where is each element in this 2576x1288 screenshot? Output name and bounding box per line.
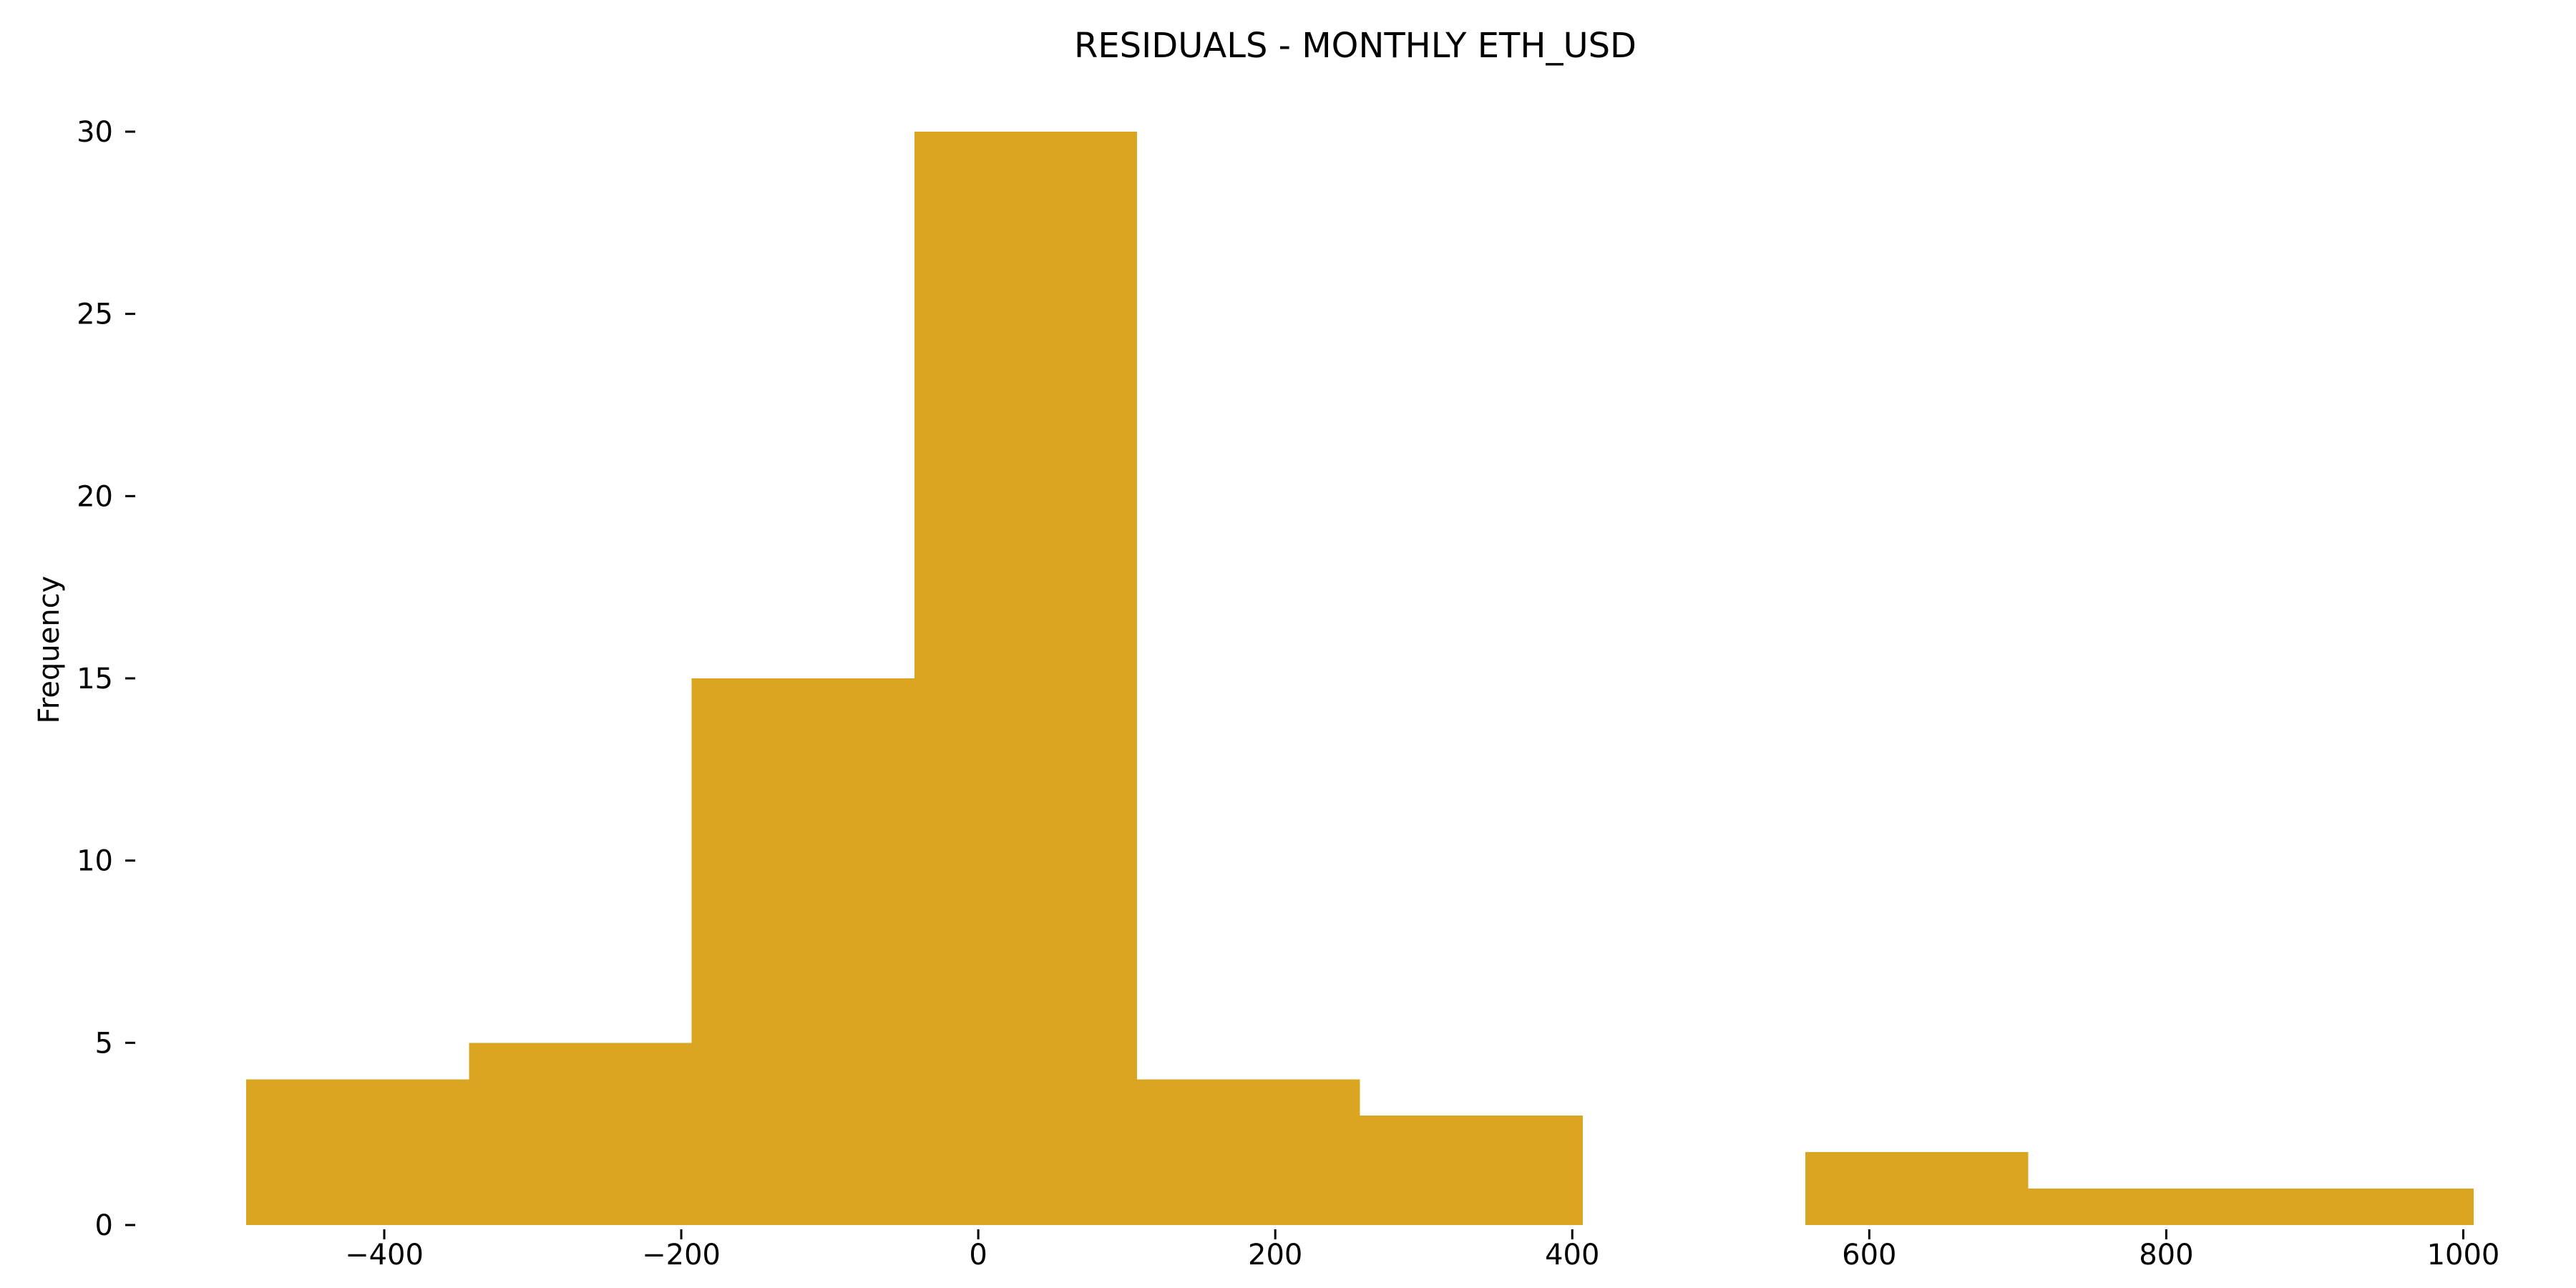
histogram-bar (1137, 1079, 1360, 1225)
y-tick-label: 0 (95, 1209, 113, 1242)
histogram-bar (469, 1043, 692, 1225)
histogram-bar (914, 132, 1138, 1225)
y-tick-label: 15 (77, 663, 113, 696)
y-tick-label: 5 (95, 1027, 113, 1060)
y-tick-label: 20 (77, 480, 113, 513)
y-tick-label: 30 (77, 116, 113, 149)
x-tick-label: 1000 (2427, 1239, 2500, 1272)
histogram-bar (691, 678, 914, 1225)
x-tick-label: 400 (1545, 1239, 1599, 1272)
y-tick-label: 10 (77, 845, 113, 878)
x-tick-label: 800 (2139, 1239, 2193, 1272)
histogram-bar (246, 1079, 469, 1225)
y-axis: 0 5 10 15 20 25 30 (77, 116, 135, 1242)
x-tick-label: 600 (1842, 1239, 1896, 1272)
histogram-bar (2028, 1189, 2474, 1225)
histogram-bar (1360, 1116, 1583, 1225)
x-axis: −400 −200 0 200 400 600 800 1000 (345, 1229, 2499, 1272)
y-tick-label: 25 (77, 298, 113, 331)
y-axis-label: Frequency (33, 576, 66, 724)
histogram-bar (1805, 1152, 2029, 1225)
x-tick-label: −400 (345, 1239, 424, 1272)
x-tick-label: 0 (969, 1239, 987, 1272)
bars-group (246, 132, 2474, 1225)
x-tick-label: −200 (642, 1239, 721, 1272)
chart-title: RESIDUALS - MONTHLY ETH_USD (1074, 26, 1636, 66)
x-tick-label: 200 (1248, 1239, 1302, 1272)
